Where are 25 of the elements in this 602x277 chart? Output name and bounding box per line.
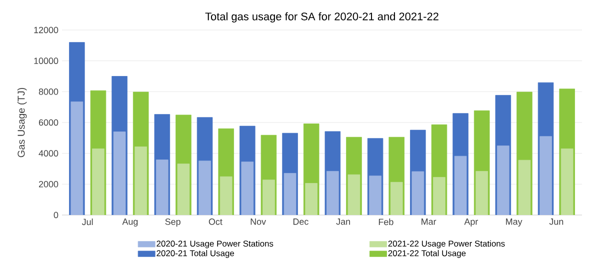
legend-label: 2020-21 Total Usage bbox=[156, 250, 234, 258]
y-tick-label: 10000 bbox=[34, 58, 58, 64]
x-tick-label: Apr bbox=[464, 218, 478, 227]
legend-label: 2021-22 Total Usage bbox=[388, 250, 466, 258]
x-tick-label: Jan bbox=[336, 218, 350, 225]
x-tick-label: Nov bbox=[250, 218, 266, 225]
x-tick-label: Aug bbox=[122, 218, 138, 227]
x-tick-label: Dec bbox=[293, 218, 308, 225]
legend-label: 2020-21 Usage Power Stations bbox=[156, 240, 274, 248]
chart-title: Total gas usage for SA for 2020-21 and 2021-22 bbox=[205, 12, 438, 22]
y-tick-label: 8000 bbox=[38, 88, 58, 95]
y-tick-label: 4000 bbox=[38, 150, 58, 157]
x-tick-label: Sep bbox=[165, 218, 180, 227]
y-tick-label: 12000 bbox=[34, 26, 58, 34]
x-tick-label: May bbox=[506, 218, 522, 227]
x-tick-label: Jun bbox=[549, 218, 564, 225]
x-tick-label: Oct bbox=[208, 218, 222, 225]
x-tick-label: Feb bbox=[378, 218, 394, 226]
y-tick-label: 6000 bbox=[38, 119, 58, 126]
x-tick-label: Jul bbox=[82, 218, 93, 226]
y-tick-label: 2000 bbox=[38, 180, 58, 188]
y-axis-title: Gas Usage (TJ) bbox=[17, 88, 27, 158]
legend-label: 2021-22 Usage Power Stations bbox=[388, 240, 505, 248]
x-tick-label: Mar bbox=[422, 218, 436, 225]
y-tick-label: 0 bbox=[54, 212, 58, 218]
